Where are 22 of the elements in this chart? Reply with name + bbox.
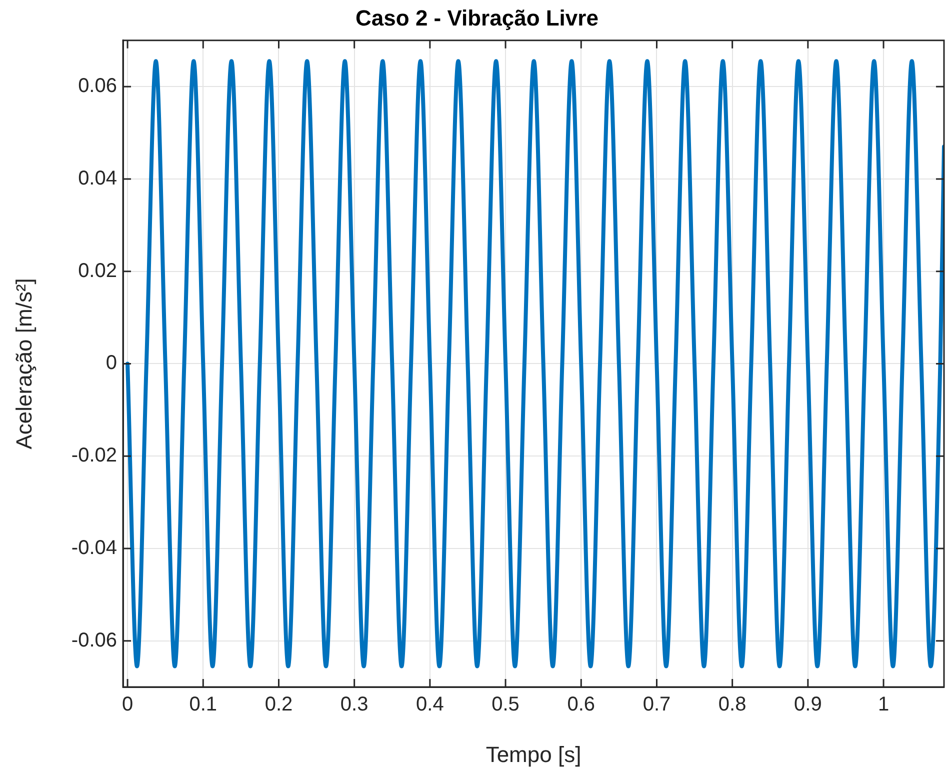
y-tick-label: -0.02 — [71, 444, 117, 467]
line-series — [126, 59, 944, 668]
y-tick-label: 0.02 — [78, 260, 117, 282]
x-tick-label: 0.2 — [264, 694, 293, 716]
y-axis-title: Aceleração [m/s²] — [11, 278, 36, 450]
x-tick-label: 0.5 — [492, 694, 520, 716]
x-tick-label: 0.6 — [567, 694, 596, 716]
x-axis-title: Tempo [s] — [486, 742, 582, 767]
x-tick-label: 0.9 — [794, 694, 822, 716]
y-tick-label: 0.06 — [78, 75, 117, 98]
x-tick-label: 0.4 — [416, 694, 444, 716]
x-tick-label: 0.8 — [718, 694, 746, 716]
y-tick-label: 0.04 — [78, 167, 117, 190]
x-tick-label: 0.7 — [642, 694, 671, 716]
x-tick-label: 0 — [122, 694, 134, 716]
x-tick-label: 1 — [878, 694, 890, 716]
y-tick-label: -0.06 — [71, 629, 117, 652]
x-tick-label: 0.3 — [340, 694, 368, 716]
chart-title: Caso 2 - Vibração Livre — [356, 5, 598, 30]
x-tick-label: 0.1 — [189, 694, 218, 716]
y-tick-label: -0.04 — [71, 536, 117, 559]
y-tick-label: 0 — [106, 352, 117, 374]
